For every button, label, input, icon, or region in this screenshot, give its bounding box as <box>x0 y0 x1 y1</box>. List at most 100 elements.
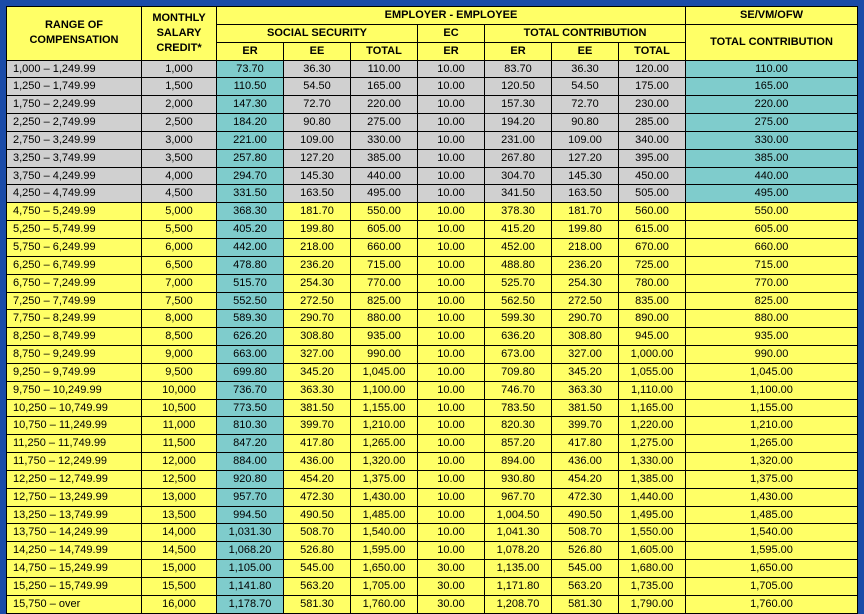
cell-tc-total: 615.00 <box>619 221 686 239</box>
cell-msc: 6,500 <box>142 256 217 274</box>
cell-tc-total: 505.00 <box>619 185 686 203</box>
cell-ss-total: 495.00 <box>351 185 418 203</box>
cell-tc-ee: 381.50 <box>552 399 619 417</box>
cell-ec: 30.00 <box>418 578 485 596</box>
cell-tc-ee: 417.80 <box>552 435 619 453</box>
cell-ss-er: 478.80 <box>217 256 284 274</box>
cell-tc-er: 820.30 <box>485 417 552 435</box>
cell-msc: 6,000 <box>142 238 217 256</box>
cell-sevm: 1,045.00 <box>686 363 858 381</box>
header-ec-er: ER <box>418 42 485 60</box>
cell-tc-total: 230.00 <box>619 96 686 114</box>
cell-sevm: 1,265.00 <box>686 435 858 453</box>
cell-ss-er: 736.70 <box>217 381 284 399</box>
cell-range: 1,250 – 1,749.99 <box>7 78 142 96</box>
cell-tc-total: 890.00 <box>619 310 686 328</box>
cell-range: 3,750 – 4,249.99 <box>7 167 142 185</box>
cell-ss-ee: 236.20 <box>284 256 351 274</box>
cell-range: 1,000 – 1,249.99 <box>7 60 142 78</box>
cell-tc-total: 945.00 <box>619 328 686 346</box>
cell-sevm: 825.00 <box>686 292 858 310</box>
cell-range: 14,250 – 14,749.99 <box>7 542 142 560</box>
cell-ss-ee: 454.20 <box>284 470 351 488</box>
cell-tc-er: 894.00 <box>485 453 552 471</box>
cell-tc-ee: 254.30 <box>552 274 619 292</box>
cell-msc: 5,000 <box>142 203 217 221</box>
cell-msc: 9,500 <box>142 363 217 381</box>
cell-msc: 2,000 <box>142 96 217 114</box>
cell-range: 8,250 – 8,749.99 <box>7 328 142 346</box>
table-row: 11,250 – 11,749.9911,500847.20417.801,26… <box>7 435 858 453</box>
cell-tc-er: 415.20 <box>485 221 552 239</box>
cell-ss-er: 257.80 <box>217 149 284 167</box>
cell-ss-ee: 218.00 <box>284 238 351 256</box>
table-row: 10,250 – 10,749.9910,500773.50381.501,15… <box>7 399 858 417</box>
cell-tc-er: 120.50 <box>485 78 552 96</box>
cell-tc-ee: 581.30 <box>552 595 619 613</box>
header-empemp: EMPLOYER - EMPLOYEE <box>217 7 686 25</box>
cell-ss-ee: 254.30 <box>284 274 351 292</box>
cell-range: 15,250 – 15,749.99 <box>7 578 142 596</box>
cell-tc-ee: 399.70 <box>552 417 619 435</box>
cell-ec: 10.00 <box>418 114 485 132</box>
cell-sevm: 880.00 <box>686 310 858 328</box>
cell-msc: 3,500 <box>142 149 217 167</box>
cell-ss-total: 1,760.00 <box>351 595 418 613</box>
cell-ss-ee: 308.80 <box>284 328 351 346</box>
cell-tc-total: 1,605.00 <box>619 542 686 560</box>
table-row: 6,750 – 7,249.997,000515.70254.30770.001… <box>7 274 858 292</box>
cell-tc-ee: 163.50 <box>552 185 619 203</box>
cell-ss-ee: 127.20 <box>284 149 351 167</box>
cell-ec: 10.00 <box>418 149 485 167</box>
cell-sevm: 550.00 <box>686 203 858 221</box>
cell-msc: 12,500 <box>142 470 217 488</box>
cell-msc: 1,000 <box>142 60 217 78</box>
cell-ss-total: 1,100.00 <box>351 381 418 399</box>
cell-tc-er: 746.70 <box>485 381 552 399</box>
cell-sevm: 990.00 <box>686 346 858 364</box>
cell-ss-er: 884.00 <box>217 453 284 471</box>
cell-ss-er: 773.50 <box>217 399 284 417</box>
header-sevm-total: TOTAL CONTRIBUTION <box>686 24 858 60</box>
cell-tc-total: 1,220.00 <box>619 417 686 435</box>
cell-sevm: 605.00 <box>686 221 858 239</box>
cell-ss-total: 1,155.00 <box>351 399 418 417</box>
cell-ec: 10.00 <box>418 256 485 274</box>
cell-tc-er: 562.50 <box>485 292 552 310</box>
header-ss: SOCIAL SECURITY <box>217 24 418 42</box>
cell-tc-er: 673.00 <box>485 346 552 364</box>
cell-ec: 10.00 <box>418 167 485 185</box>
cell-sevm: 1,760.00 <box>686 595 858 613</box>
table-row: 11,750 – 12,249.9912,000884.00436.001,32… <box>7 453 858 471</box>
table-row: 3,250 – 3,749.993,500257.80127.20385.001… <box>7 149 858 167</box>
cell-ss-total: 935.00 <box>351 328 418 346</box>
cell-tc-total: 1,110.00 <box>619 381 686 399</box>
cell-tc-er: 783.50 <box>485 399 552 417</box>
cell-tc-total: 1,495.00 <box>619 506 686 524</box>
table-row: 4,250 – 4,749.994,500331.50163.50495.001… <box>7 185 858 203</box>
cell-ss-total: 1,320.00 <box>351 453 418 471</box>
cell-ss-er: 442.00 <box>217 238 284 256</box>
table-row: 12,750 – 13,249.9913,000957.70472.301,43… <box>7 488 858 506</box>
cell-range: 2,750 – 3,249.99 <box>7 131 142 149</box>
cell-ec: 10.00 <box>418 399 485 417</box>
cell-tc-ee: 181.70 <box>552 203 619 221</box>
cell-ss-er: 699.80 <box>217 363 284 381</box>
cell-ss-ee: 490.50 <box>284 506 351 524</box>
cell-ss-er: 1,068.20 <box>217 542 284 560</box>
cell-sevm: 660.00 <box>686 238 858 256</box>
cell-ss-total: 220.00 <box>351 96 418 114</box>
cell-range: 11,250 – 11,749.99 <box>7 435 142 453</box>
cell-tc-ee: 308.80 <box>552 328 619 346</box>
header-tc-er: ER <box>485 42 552 60</box>
cell-sevm: 495.00 <box>686 185 858 203</box>
cell-ec: 10.00 <box>418 292 485 310</box>
header-tc: TOTAL CONTRIBUTION <box>485 24 686 42</box>
cell-tc-er: 231.00 <box>485 131 552 149</box>
cell-tc-total: 670.00 <box>619 238 686 256</box>
cell-msc: 10,000 <box>142 381 217 399</box>
cell-ec: 10.00 <box>418 274 485 292</box>
cell-ss-total: 385.00 <box>351 149 418 167</box>
cell-tc-ee: 109.00 <box>552 131 619 149</box>
cell-sevm: 1,595.00 <box>686 542 858 560</box>
